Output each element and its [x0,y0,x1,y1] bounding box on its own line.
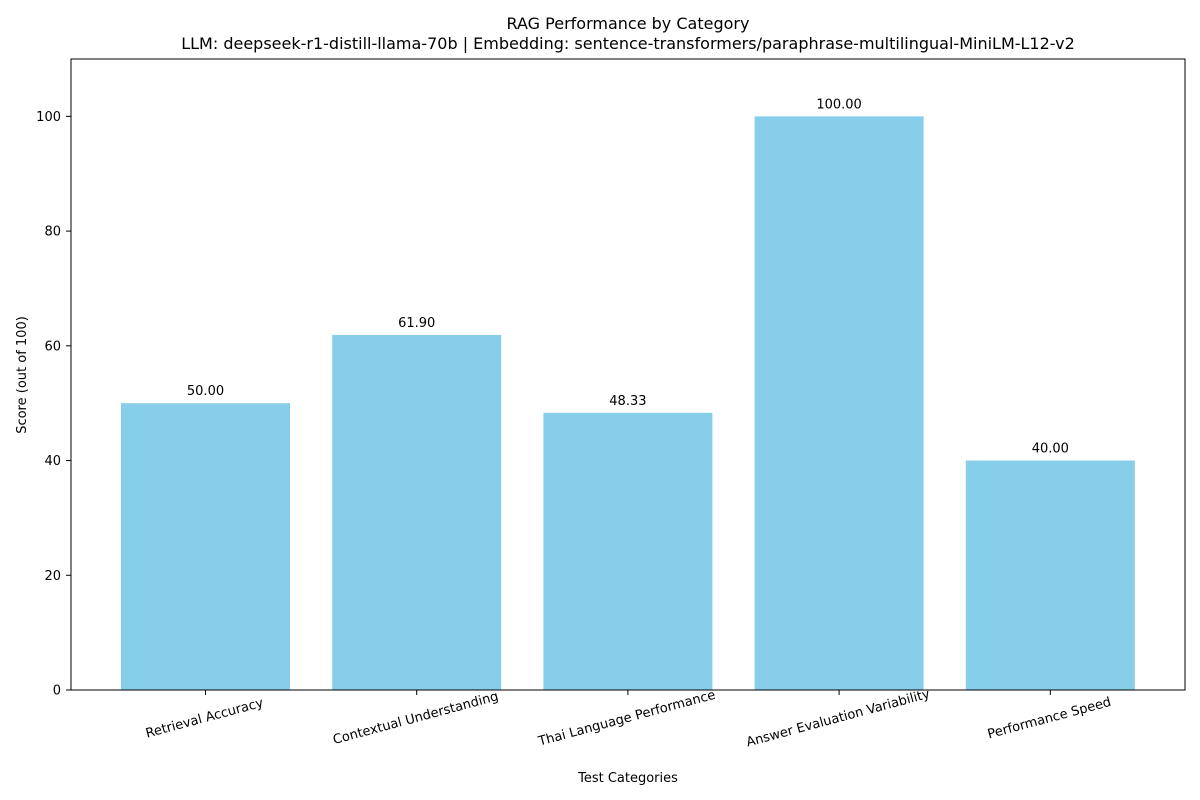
y-tick-label: 100 [36,110,61,125]
bar-value-label: 50.00 [187,384,224,399]
x-tick-label: Answer Evaluation Variability [745,687,932,751]
y-tick-label: 60 [44,339,61,354]
x-tick-label: Contextual Understanding [331,689,500,748]
chart-subtitle: LLM: deepseek-r1-distill-llama-70b | Emb… [181,34,1075,53]
bars-group [121,116,1135,691]
bar [965,460,1135,690]
bar [121,403,290,690]
y-axis-label: Score (out of 100) [15,316,30,434]
y-tick-label: 20 [44,569,61,584]
bar [332,334,502,690]
x-axis: Retrieval Accuracy Contextual Understandi… [144,687,1113,751]
bar-value-label: 61.90 [398,316,435,331]
x-tick-label: Retrieval Accuracy [144,696,265,742]
x-tick-label: Thai Language Performance [536,688,717,750]
bar [543,412,713,690]
x-axis-label: Test Categories [577,771,678,786]
y-axis: 0 20 40 60 80 100 [36,110,71,699]
bar-labels-group: 50.00 61.90 48.33 100.00 40.00 [187,97,1069,456]
chart-title: RAG Performance by Category [507,14,750,33]
bar [754,116,924,691]
bar-value-label: 40.00 [1032,442,1069,457]
y-tick-label: 0 [53,684,61,699]
y-tick-label: 80 [44,225,61,240]
x-tick-label: Performance Speed [986,695,1113,742]
y-tick-label: 40 [44,454,61,469]
bar-value-label: 100.00 [816,97,862,112]
bar-value-label: 48.33 [609,394,646,409]
